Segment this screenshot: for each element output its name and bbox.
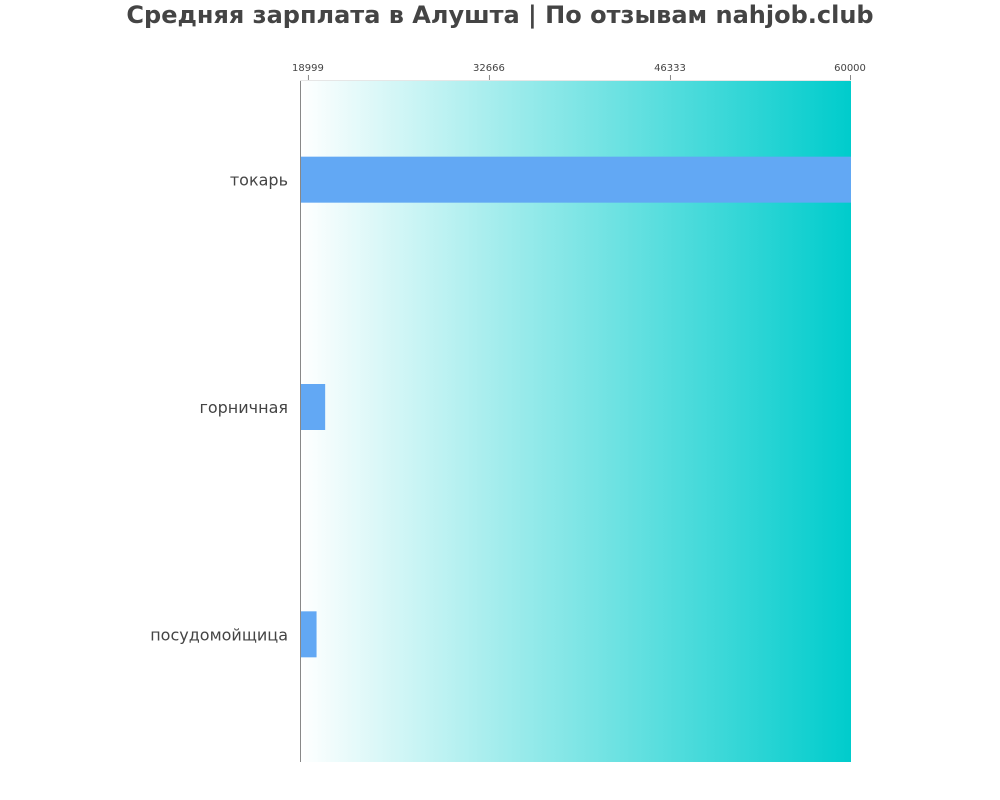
bar-0	[300, 156, 851, 203]
bar-1	[300, 384, 326, 430]
x-tick-label-1: 32666	[473, 63, 505, 74]
x-tick-label-0: 18999	[292, 63, 324, 74]
x-tick-label-2: 46333	[654, 63, 686, 74]
category-label-1: горничная	[199, 398, 288, 417]
bar-2	[300, 611, 317, 658]
category-label-2: посудомойщица	[150, 625, 288, 644]
category-label-0: токарь	[230, 171, 288, 190]
x-tick-label-3: 60000	[834, 63, 866, 74]
chart-title: Средняя зарплата в Алушта | По отзывам n…	[126, 1, 874, 29]
